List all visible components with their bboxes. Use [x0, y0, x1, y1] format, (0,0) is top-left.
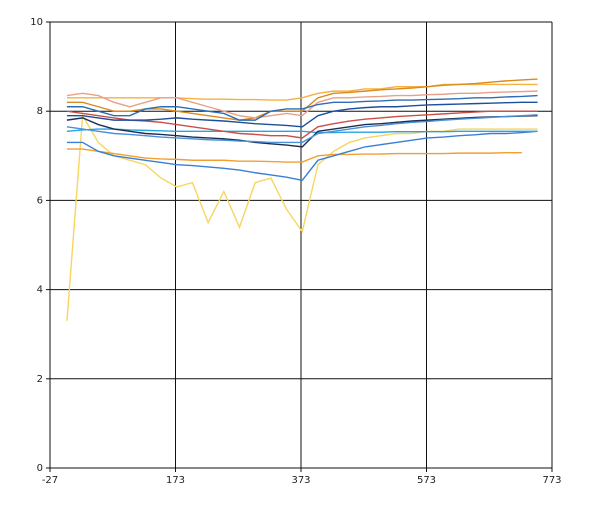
x-tick-label: 773: [542, 475, 561, 486]
x-tick-label: -27: [42, 475, 58, 486]
y-tick-label: 2: [37, 374, 43, 385]
x-tick-label: 373: [291, 475, 310, 486]
y-tick-label: 6: [37, 195, 43, 206]
line-series: [66, 128, 538, 134]
y-tick-label: 0: [37, 463, 43, 474]
line-series: [66, 113, 538, 321]
line-series: [66, 148, 522, 163]
line-series: [66, 110, 538, 139]
line-series: [66, 101, 538, 128]
line-series: [66, 114, 538, 148]
y-tick-label: 8: [37, 106, 43, 117]
x-tick-label: 173: [166, 475, 185, 486]
line-series: [66, 130, 538, 182]
line-series: [66, 114, 538, 144]
line-series: [66, 94, 538, 121]
y-tick-label: 4: [37, 285, 43, 296]
line-series: [66, 90, 538, 119]
x-tick-label: 573: [417, 475, 436, 486]
y-tick-label: 10: [30, 17, 43, 28]
